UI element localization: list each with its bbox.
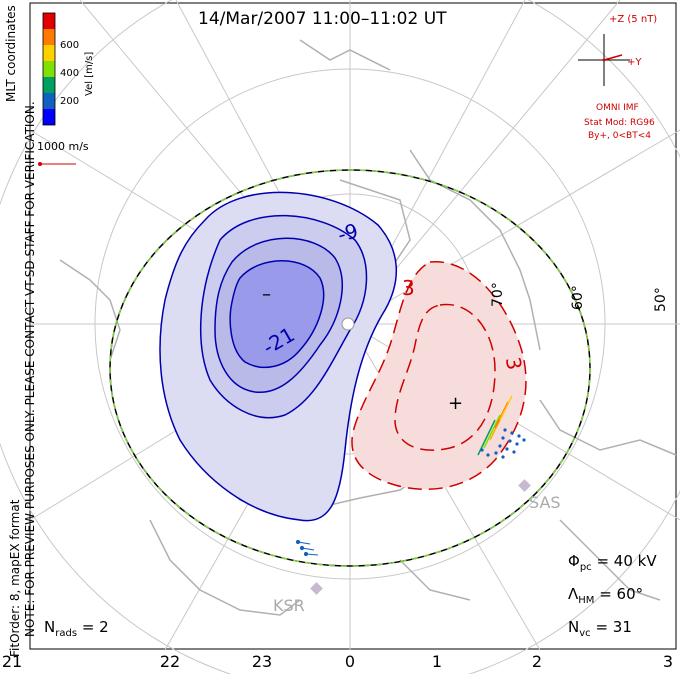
stat-n-vc-symbol: N xyxy=(568,618,580,636)
mlt-label-21: 21 xyxy=(1,652,23,671)
fit-order-note: FitOrder: 8, mapEX format xyxy=(8,499,22,657)
stat-phi-pc-sub: pc xyxy=(579,562,592,573)
stat-lambda-hm: ΛHM = 60° xyxy=(568,585,643,606)
imf-y-label: +Y xyxy=(627,57,642,68)
contour-label-pos-a: 3 xyxy=(402,276,415,300)
contour-plus-3 xyxy=(394,303,496,451)
mlt-label-1: 1 xyxy=(431,652,443,671)
negative-potential-cell: -9 -21 – xyxy=(159,191,397,522)
radar-site-sas: SAS xyxy=(518,479,561,512)
positive-cell-fill xyxy=(351,261,527,491)
potential-max-marker: + xyxy=(448,393,463,414)
mlt-label-22: 22 xyxy=(159,652,181,671)
velocity-vectors-ksr xyxy=(295,539,319,557)
imf-condition: By+, 0<BT<4 xyxy=(588,131,651,141)
colorbar-label: Vel [m/s] xyxy=(84,52,95,96)
imf-clock: +Z (5 nT) +Y OMNI IMF Stat Mod: RG96 By+… xyxy=(578,14,657,141)
scale-vector: 1000 m/s xyxy=(37,140,89,166)
stat-n-vc: Nvc = 31 xyxy=(568,618,632,639)
imf-source: OMNI IMF xyxy=(596,103,639,113)
stat-lambda-hm-symbol: Λ xyxy=(568,585,579,603)
imf-z-label: +Z (5 nT) xyxy=(609,14,657,25)
plot-frame xyxy=(29,2,677,650)
stat-phi-pc-value: = 40 kV xyxy=(596,552,657,570)
velocity-dots-sas xyxy=(480,428,526,459)
colorbar-tick-400: 400 xyxy=(60,68,79,79)
positive-potential-cell: 3 3 + xyxy=(351,261,527,491)
stat-n-rads-symbol: N xyxy=(44,618,56,636)
radar-site-sas-label: SAS xyxy=(529,493,561,512)
mlt-label-23: 23 xyxy=(251,652,273,671)
velocity-colorbar: 600 400 200 Vel [m/s] xyxy=(42,12,95,126)
imf-stat-mod: Stat Mod: RG96 xyxy=(584,118,655,128)
latitude-label-70: 70° xyxy=(490,282,506,307)
mlt-label-2: 2 xyxy=(531,652,543,671)
stat-n-rads-sub: rads xyxy=(55,628,78,639)
map-title: 14/Mar/2007 11:00–11:02 UT xyxy=(198,9,447,29)
pole-marker xyxy=(341,317,355,331)
latitude-label-50: 50° xyxy=(653,287,669,312)
stat-n-rads: Nrads = 2 xyxy=(44,618,109,639)
radar-site-ksr: KSR xyxy=(273,582,323,615)
stat-lambda-hm-value: = 60° xyxy=(599,585,644,603)
contour-label-pos-b: 3 xyxy=(501,355,527,372)
radar-site-ksr-label: KSR xyxy=(273,596,305,615)
colorbar-tick-600: 600 xyxy=(60,40,79,51)
mlt-label-0: 0 xyxy=(344,652,356,671)
scale-vector-label: 1000 m/s xyxy=(37,140,89,153)
stat-lambda-hm-sub: HM xyxy=(578,595,595,606)
stat-n-vc-sub: vc xyxy=(579,628,591,639)
stat-n-vc-value: = 31 xyxy=(595,618,632,636)
colorbar-tick-200: 200 xyxy=(60,96,79,107)
preview-note: NOTE: FOR PREVIEW PURPOSES ONLY. PLEASE … xyxy=(23,101,37,637)
stat-phi-pc-symbol: Φ xyxy=(568,552,580,570)
potential-min-marker: – xyxy=(262,284,271,305)
contour-21 xyxy=(229,260,325,369)
coords-label: MLT coordinates xyxy=(4,5,18,102)
stat-n-rads-value: = 2 xyxy=(81,618,109,636)
mlt-label-3: 3 xyxy=(662,652,674,671)
stat-phi-pc: Φpc = 40 kV xyxy=(568,552,657,573)
latitude-label-60: 60° xyxy=(570,285,586,310)
hm-boundary xyxy=(109,169,591,567)
